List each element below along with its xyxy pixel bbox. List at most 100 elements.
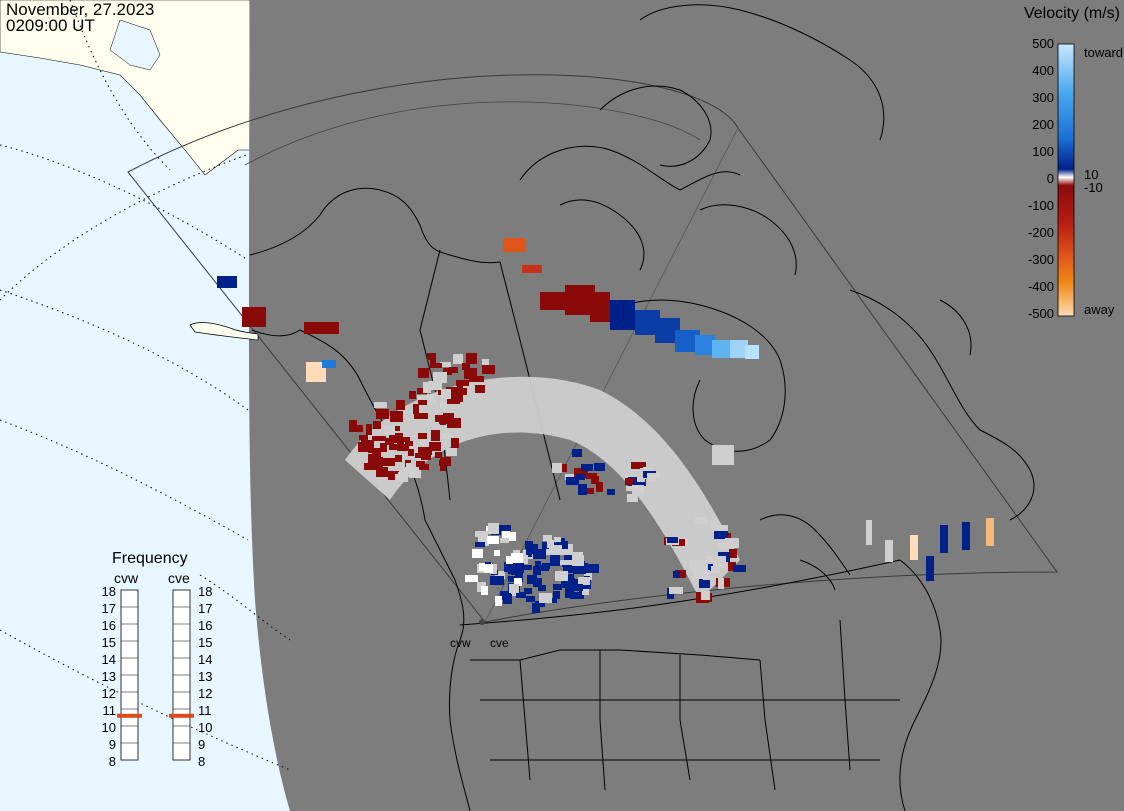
away-cell-west-49 bbox=[440, 457, 451, 466]
away-cell-west-68 bbox=[364, 440, 374, 450]
toward-cell-south-30 bbox=[564, 579, 575, 588]
scatter-cell-mid-5 bbox=[591, 476, 599, 484]
toward-cell-fan-1 bbox=[502, 531, 510, 541]
frequency-scale-label-right: 12 bbox=[198, 686, 213, 701]
away-cell-west-14 bbox=[366, 424, 372, 435]
scatter-cell-east-19 bbox=[714, 531, 728, 539]
scatter-cell-east-13 bbox=[718, 543, 727, 549]
flow-band-cell-2 bbox=[590, 292, 610, 322]
away-cell-west-35 bbox=[435, 452, 442, 458]
away-cell-west-29 bbox=[376, 409, 389, 419]
away-cell-west-23 bbox=[364, 463, 376, 470]
scatter-cell-east-1 bbox=[728, 562, 736, 571]
aleutian-islands bbox=[189, 322, 259, 341]
frequency-scale-label-left: 16 bbox=[101, 618, 116, 633]
toward-cell-south-49 bbox=[539, 593, 552, 603]
coastline-segment-11 bbox=[799, 559, 836, 591]
away-cell-west-67 bbox=[405, 441, 413, 446]
away-cell-west-24 bbox=[388, 471, 399, 480]
scatter-cell-mid-11 bbox=[633, 479, 646, 486]
coastlines bbox=[249, 4, 1035, 811]
frequency-scale-label-right: 14 bbox=[198, 652, 213, 667]
away-cell-west-65 bbox=[442, 433, 451, 439]
scatter-cell-mid-25 bbox=[581, 464, 593, 471]
colorbar-tick-label: -100 bbox=[1027, 198, 1054, 213]
toward-cell-fan-7 bbox=[516, 563, 524, 573]
scatter-cell-east-23 bbox=[718, 525, 728, 531]
away-cell-west-28 bbox=[446, 448, 457, 456]
frequency-scale-label-right: 16 bbox=[198, 618, 213, 633]
toward-cell-fan-24 bbox=[475, 531, 488, 537]
coastline-segment-8 bbox=[849, 289, 1035, 521]
scatter-cell-east-22 bbox=[718, 578, 724, 589]
toward-cell-south-60 bbox=[547, 540, 554, 548]
away-cell-north-24 bbox=[482, 359, 489, 365]
toward-cell-ec-1 bbox=[962, 522, 970, 550]
scatter-cell-mid-19 bbox=[626, 486, 637, 491]
frequency-marker-cve bbox=[169, 713, 194, 718]
scatter-cell-east-35 bbox=[701, 591, 710, 600]
away-cell-ec-1 bbox=[986, 518, 994, 546]
frequency-scale-label-left: 18 bbox=[101, 584, 116, 599]
toward-cell-fan-5 bbox=[511, 553, 523, 563]
away-cell-west-50 bbox=[406, 463, 413, 472]
toward-cell-south-57 bbox=[516, 592, 526, 598]
scatter-cell-east-38 bbox=[711, 566, 720, 573]
away-cell-ec-0 bbox=[910, 535, 918, 560]
coastline-segment-12 bbox=[899, 559, 942, 811]
scatter-cell-mid-14 bbox=[637, 476, 645, 482]
away-cell-west-63 bbox=[447, 418, 461, 428]
coastline-segment-20 bbox=[759, 659, 776, 791]
colorbar-tick-label: 100 bbox=[1032, 144, 1054, 159]
away-cell-north-15 bbox=[456, 380, 469, 386]
toward-cell-fan-33 bbox=[472, 549, 483, 558]
coastline-segment-18 bbox=[599, 650, 606, 791]
toward-cell-south-51 bbox=[521, 555, 528, 564]
colorbar-tick-label: 0 bbox=[1046, 171, 1054, 186]
away-cell-north-6 bbox=[449, 367, 458, 373]
away-cell-west-66 bbox=[384, 426, 395, 435]
away-cell-west-46 bbox=[427, 394, 436, 404]
frequency-scale-label-right: 11 bbox=[198, 703, 212, 718]
frequency-scale-label-left: 8 bbox=[108, 754, 116, 769]
orange-cell-1 bbox=[522, 265, 542, 273]
away-cell-west-33 bbox=[396, 400, 405, 410]
coastline-segment-5 bbox=[639, 4, 885, 141]
fov-arc bbox=[244, 101, 701, 166]
frequency-scale-label-right: 17 bbox=[198, 601, 213, 616]
coastline-segment-2 bbox=[519, 145, 741, 191]
toward-cell-south-34 bbox=[564, 555, 576, 562]
away-cell-north-16 bbox=[430, 363, 442, 368]
flow-band-cell-9 bbox=[730, 340, 748, 358]
away-cell-west-52 bbox=[429, 442, 441, 451]
toward-cell-south-13 bbox=[584, 571, 592, 580]
scatter-cell-mid-28 bbox=[647, 473, 656, 482]
scatter-cell-east-9 bbox=[729, 549, 737, 558]
scatter-cell-isolated bbox=[712, 445, 734, 465]
ground-scatter-band bbox=[345, 376, 740, 600]
away-cell-west-11 bbox=[417, 395, 428, 403]
toward-cell-south-41 bbox=[527, 575, 537, 584]
toward-cell-south-11 bbox=[562, 544, 573, 555]
toward-cell-fan-28 bbox=[494, 550, 500, 556]
scatter-cell-east-15 bbox=[713, 563, 724, 568]
away-cell-north-1 bbox=[453, 354, 463, 364]
away-cell-north-20 bbox=[457, 386, 463, 394]
toward-cell-south-1 bbox=[572, 579, 581, 586]
toward-cell-south-65 bbox=[585, 564, 599, 573]
scatter-cell-east-36 bbox=[701, 574, 708, 579]
toward-cell-south-54 bbox=[533, 549, 546, 559]
colorbar-away-label: away bbox=[1084, 302, 1115, 317]
away-cell-west-38 bbox=[398, 472, 408, 479]
toward-cell-fan-20 bbox=[506, 556, 513, 564]
away-cell-west-45 bbox=[419, 464, 429, 470]
toward-cell-south-5 bbox=[522, 565, 532, 570]
away-cell-west-19 bbox=[409, 391, 416, 399]
scatter-cell-mid-20 bbox=[572, 449, 582, 457]
colorbar-tick-label: 300 bbox=[1032, 90, 1054, 105]
toward-cell-fan-30 bbox=[488, 523, 499, 534]
coastline-segment-4 bbox=[559, 199, 645, 271]
toward-cell-south-68 bbox=[572, 555, 584, 566]
scatter-cell-east-34 bbox=[716, 556, 726, 562]
frequency-scale-label-right: 18 bbox=[198, 584, 213, 599]
